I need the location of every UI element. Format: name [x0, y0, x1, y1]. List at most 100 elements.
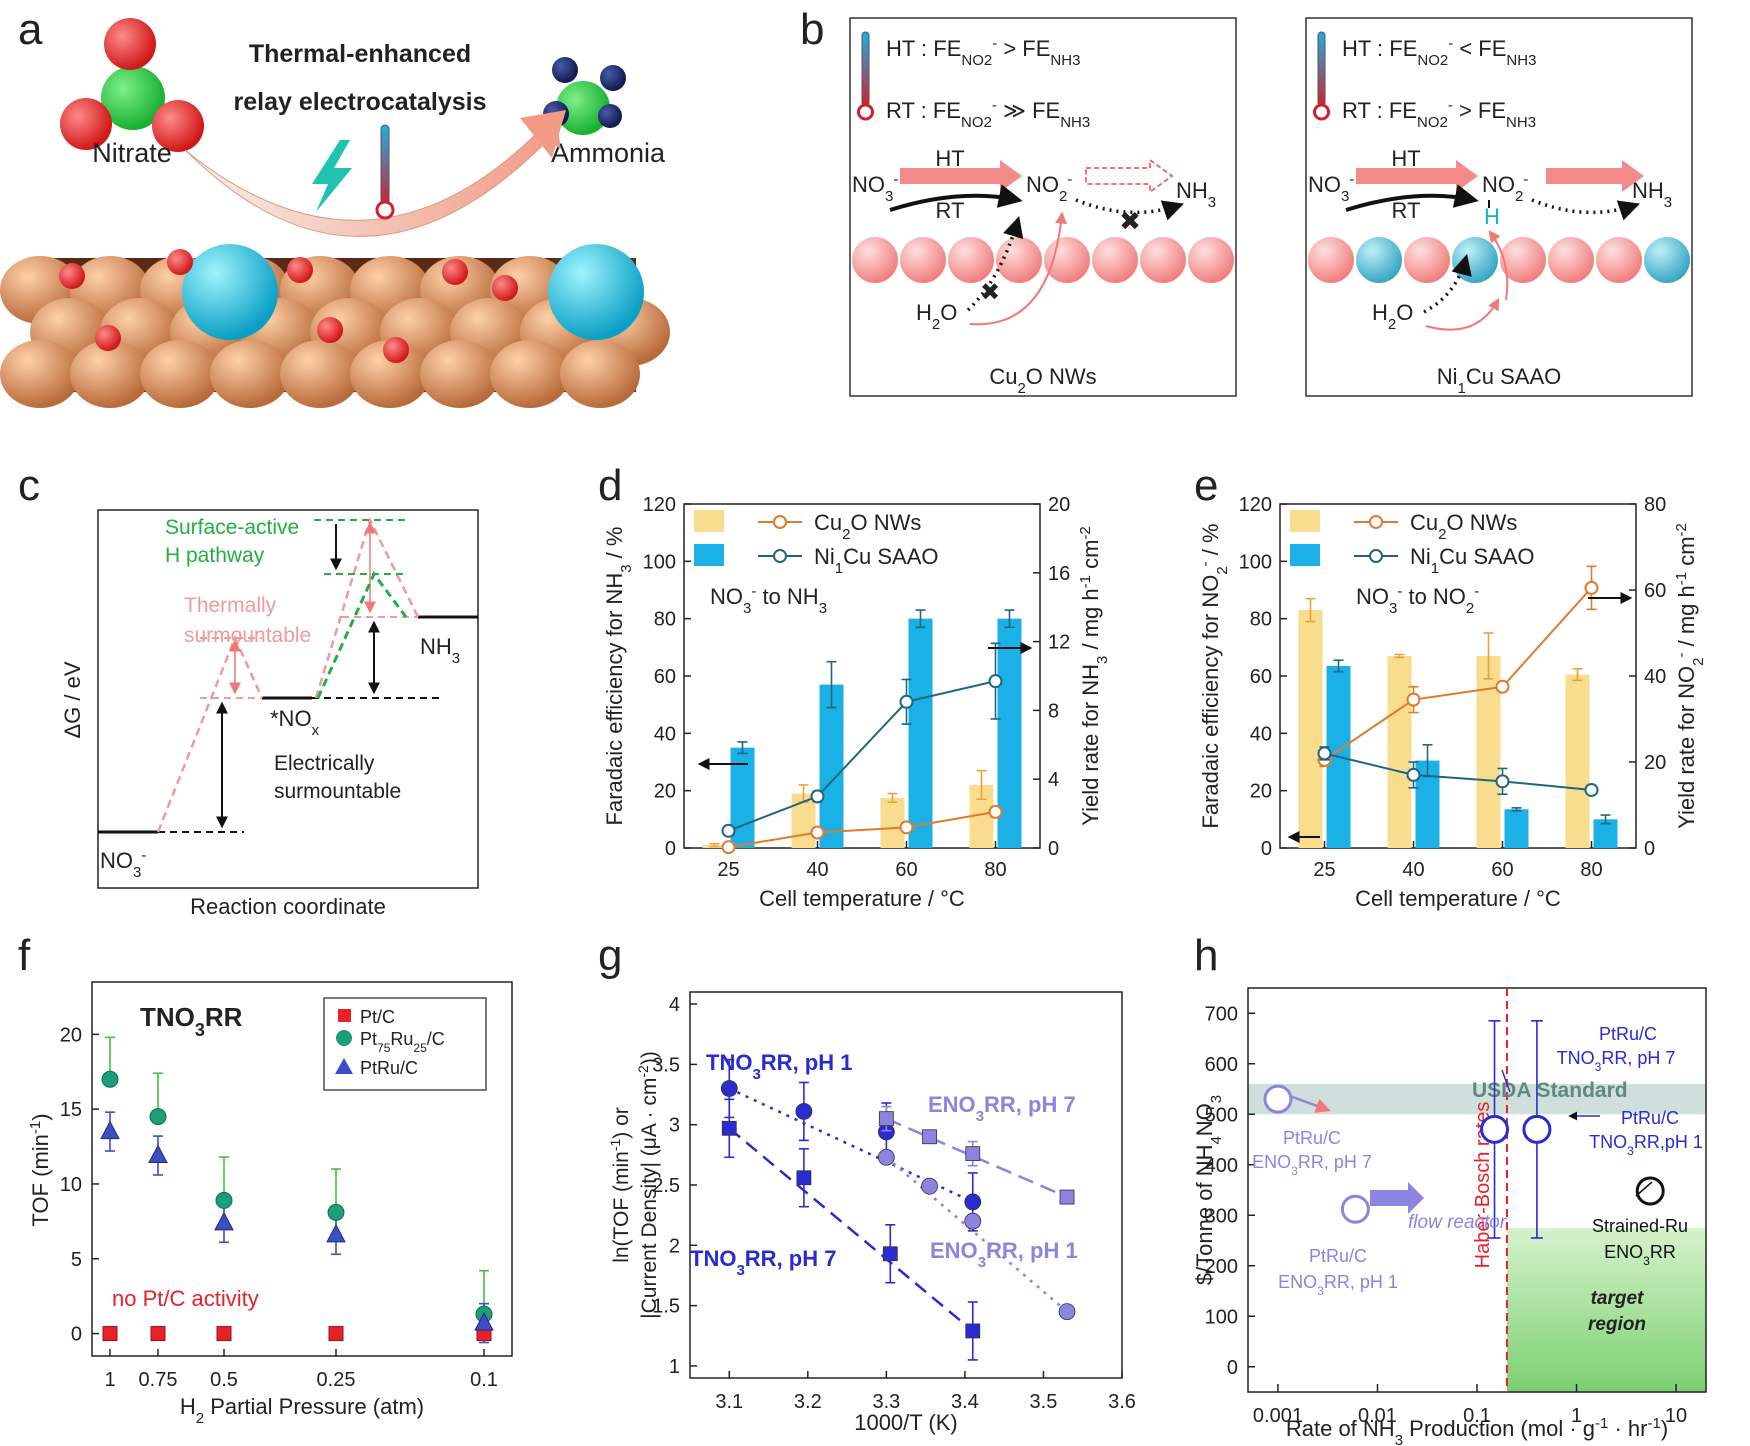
b-surface-atom-icon — [1548, 237, 1594, 283]
b-h2o-label: H2O — [916, 300, 957, 333]
thermometer-icon — [861, 31, 870, 107]
bar-0 — [1298, 610, 1323, 848]
y-tick-label: 400 — [1205, 1155, 1238, 1177]
line-point-0 — [899, 820, 914, 835]
panel-b: b HT : FENO2- > FENH3 RT : FENO2- ≫ FENH3… — [800, 5, 1693, 397]
line-series-0 — [1323, 587, 1593, 761]
y2-tick-label: 4 — [1048, 769, 1059, 791]
b-cross-icon-2: ✖ — [980, 279, 1000, 306]
copper-atom-icon — [490, 340, 570, 408]
fit-line-1 — [728, 1127, 974, 1332]
line-point-1 — [1406, 767, 1421, 782]
relay-arrowhead-icon — [520, 110, 566, 158]
b-h2o-dotted-arrow — [1423, 253, 1472, 314]
line-point-0 — [1495, 679, 1510, 694]
legend-line-marker — [1369, 549, 1383, 563]
y2-axis-label: Yield rate for NH3 / mg h-1 cm-2 — [1077, 526, 1111, 826]
panel-letter-g: g — [598, 931, 622, 980]
pt-label-eno3rr-ph1-1: PtRu/C — [1309, 1246, 1367, 1266]
b-blocked-arrow — [1085, 158, 1174, 194]
point-ptru — [214, 1211, 234, 1231]
panel-a: a Thermal-enhanced relay electrocatalysi… — [0, 5, 670, 408]
target-region — [1506, 1227, 1706, 1392]
y-axis-label: $/Tonne of NH4NO3 — [1192, 1095, 1225, 1285]
y-tick-label: 15 — [60, 1099, 82, 1121]
x-tick-label: 0.01 — [1358, 1405, 1397, 1427]
point-pt75ru25 — [149, 1108, 167, 1126]
relay-arrow-icon — [184, 115, 561, 237]
x-tick-label: 25 — [1313, 859, 1335, 881]
oxygen-atom-icon — [383, 337, 409, 363]
y2-tick-label: 0 — [1644, 838, 1655, 860]
b-surface-atom-icon — [1644, 237, 1690, 283]
line-series-0 — [728, 810, 996, 849]
c-elec-label-1: Electrically — [274, 752, 375, 775]
b-surface-atom-icon — [1308, 237, 1354, 283]
b-caption: Ni1Cu SAAO — [1437, 364, 1562, 397]
legend-label-ptc: Pt/C — [360, 1007, 395, 1027]
panel-e: e 0 20 40 60 80 100 120 0 20 40 60 80 25 40 60 80 Cu2O NW… — [1194, 461, 1707, 911]
b-no3-label: NO3- — [1308, 171, 1354, 205]
y-axis-label: Faradaic efficiency for NH3 / % — [602, 527, 635, 826]
legend-label-pt75ru25: Pt75Ru25/C — [360, 1029, 445, 1055]
b-nh3-label: NH3 — [1176, 178, 1216, 211]
y-tick-label: 120 — [1239, 494, 1272, 516]
copper-atom-icon — [350, 340, 430, 408]
point-circle-0 — [795, 1103, 813, 1120]
pt-label-eno3rr-ph1-2: ENO3RR, pH 1 — [1278, 1272, 1398, 1298]
x-tick-label: 0.25 — [317, 1369, 356, 1391]
y-tick-label: 3 — [669, 1115, 680, 1137]
line-series-1 — [1324, 752, 1592, 791]
y-axis-label: Faradaic efficiency for NO2- / % — [1197, 523, 1231, 828]
bar-0 — [880, 797, 905, 848]
b-cross-icon: ✖ — [1119, 206, 1141, 236]
x-tick-label: 60 — [1491, 859, 1513, 881]
x-tick-label: 3.4 — [951, 1391, 979, 1413]
c-pink-label-1: Thermally — [184, 594, 277, 617]
b-surface-atom-icon — [1596, 237, 1642, 283]
point-ptc — [102, 1326, 118, 1342]
b-no2-label: NO2- — [1026, 171, 1072, 205]
panel-f-note: no Pt/C activity — [112, 1286, 259, 1311]
x-tick-label: 3.1 — [715, 1391, 743, 1413]
b-rt-arrow-label: RT — [936, 198, 965, 223]
point-square-1 — [796, 1170, 812, 1186]
b-surface-atom-icon — [1188, 237, 1234, 283]
line-point-0 — [1584, 580, 1599, 595]
bar-1 — [1504, 809, 1529, 848]
copper-atom-icon — [210, 340, 290, 408]
usda-label: USDA Standard — [1472, 1079, 1628, 1102]
series-label-eno3rr-ph7: ENO3RR, pH 7 — [928, 1092, 1076, 1125]
panel-g: g 1 1.5 2 2.5 3 3.5 4 3.1 3.2 3.3 3.4 3.5 3.6 TNO3RR, … — [598, 931, 1136, 1435]
b-ht-comparison: HT : FENO2- < FENH3 — [1342, 35, 1536, 69]
panel-a-title-1: Thermal-enhanced — [249, 40, 471, 68]
series-label-eno3rr-ph1: ENO3RR, pH 1 — [930, 1238, 1078, 1271]
y-tick-label: 5 — [71, 1249, 82, 1271]
y-tick-label: 20 — [60, 1024, 82, 1046]
c-pink-label-2: surmountable — [184, 624, 311, 647]
x-tick-label: 80 — [984, 859, 1006, 881]
point-square-1 — [882, 1246, 898, 1262]
b-rt-arrow — [1345, 184, 1479, 212]
b-ht-arrow-label: HT — [1391, 146, 1420, 171]
y-tick-label: 80 — [1250, 609, 1272, 631]
legend-label-1: Ni1Cu SAAO — [1410, 544, 1535, 577]
flow-reactor-arrow — [1370, 1182, 1424, 1214]
y-tick-label: 500 — [1205, 1104, 1238, 1126]
b-surface-atom-icon — [900, 237, 946, 283]
nitrate-molecule-icon — [60, 18, 204, 152]
bar-0 — [1387, 655, 1412, 848]
pt-label-tno3rr-ph1-2: TNO3RR,pH 1 — [1589, 1132, 1703, 1158]
legend-bar-swatch — [1290, 544, 1320, 566]
line-point-1 — [721, 823, 736, 838]
c-nox-label: *NOx — [270, 706, 320, 739]
x-tick-label: 0.75 — [139, 1369, 178, 1391]
nitrate-label: Nitrate — [92, 138, 172, 168]
y-tick-label: 0 — [665, 838, 676, 860]
point-square-1 — [721, 1120, 737, 1136]
series-label-tno3rr-ph1: TNO3RR, pH 1 — [706, 1050, 852, 1083]
panel-c-ylabel: ΔG / eV — [60, 661, 85, 738]
b-rt-comparison: RT : FENO2- ≫ FENH3 — [886, 97, 1090, 131]
pt-label-strained-ru-1: Strained-Ru — [1592, 1216, 1688, 1236]
